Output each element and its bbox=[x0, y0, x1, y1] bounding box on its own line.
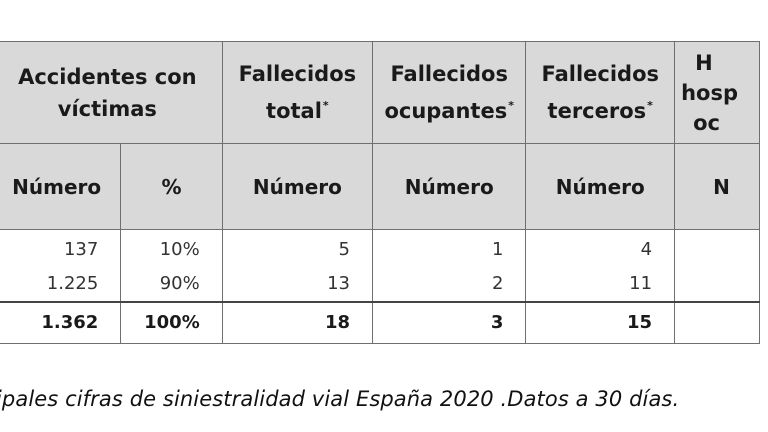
footnote-marker: * bbox=[322, 99, 329, 112]
table-row: 1.225 90% 13 2 11 bbox=[0, 265, 760, 302]
subheader-hosp-partial: N bbox=[674, 143, 760, 230]
header-text: total bbox=[266, 99, 322, 123]
cell-total-fallecidos-total: 18 bbox=[221, 300, 374, 344]
cell-fallecidos-terceros: 11 bbox=[525, 265, 676, 302]
cell-total-fallecidos-terceros: 15 bbox=[525, 300, 676, 344]
table-row: 137 10% 5 1 4 bbox=[0, 229, 760, 266]
header-hospitalizados-partial: H hosp oc bbox=[674, 41, 760, 144]
table-total-row: 1.362 100% 18 3 15 bbox=[0, 300, 760, 344]
header-fallecidos-ocupantes: Fallecidos ocupantes* bbox=[371, 41, 527, 144]
cell-hosp-partial bbox=[674, 229, 760, 266]
header-text: terceros bbox=[547, 99, 647, 123]
cell-accidentes-percent: 10% bbox=[120, 229, 223, 266]
table-subheader-row: Número % Número Número Número N bbox=[0, 143, 760, 230]
table-caption: ipales cifras de siniestralidad vial Esp… bbox=[0, 387, 680, 411]
header-fallecidos-terceros: Fallecidos terceros* bbox=[525, 41, 676, 144]
header-text: oc bbox=[693, 110, 720, 135]
cell-fallecidos-total: 13 bbox=[221, 265, 374, 302]
subheader-numero: Número bbox=[371, 143, 527, 230]
cell-accidentes-numero: 137 bbox=[0, 229, 122, 266]
subheader-numero: Número bbox=[0, 143, 122, 230]
table-header-row: Accidentes con víctimas Fallecidos total… bbox=[0, 41, 760, 144]
header-text: ocupantes bbox=[384, 99, 508, 123]
header-text: hosp bbox=[681, 80, 738, 105]
cell-total-hosp-partial bbox=[674, 300, 760, 344]
cell-fallecidos-terceros: 4 bbox=[525, 229, 676, 266]
subheader-percent: % bbox=[120, 143, 223, 230]
header-text: Fallecidos bbox=[390, 62, 508, 86]
accident-statistics-table: Accidentes con víctimas Fallecidos total… bbox=[0, 41, 760, 344]
cell-accidentes-numero: 1.225 bbox=[0, 265, 122, 302]
header-fallecidos-total: Fallecidos total* bbox=[221, 41, 374, 144]
header-accidentes-con-victimas: Accidentes con víctimas bbox=[0, 41, 223, 144]
header-text: H bbox=[695, 50, 713, 75]
cell-total-accidentes-percent: 100% bbox=[120, 300, 223, 344]
cell-fallecidos-total: 5 bbox=[221, 229, 374, 266]
cell-fallecidos-ocupantes: 2 bbox=[371, 265, 527, 302]
header-text: Accidentes con bbox=[18, 64, 197, 89]
header-text: Fallecidos bbox=[238, 62, 357, 86]
footnote-marker: * bbox=[647, 99, 653, 112]
cell-hosp-partial bbox=[674, 265, 760, 302]
cell-fallecidos-ocupantes: 1 bbox=[371, 229, 527, 266]
cell-total-accidentes-numero: 1.362 bbox=[0, 300, 122, 344]
subheader-numero: Número bbox=[221, 143, 374, 230]
header-text: víctimas bbox=[57, 96, 157, 121]
header-text: Fallecidos bbox=[541, 62, 660, 86]
footnote-marker: * bbox=[508, 99, 514, 112]
cell-total-fallecidos-ocupantes: 3 bbox=[371, 300, 527, 344]
cell-accidentes-percent: 90% bbox=[120, 265, 223, 302]
subheader-numero: Número bbox=[525, 143, 676, 230]
